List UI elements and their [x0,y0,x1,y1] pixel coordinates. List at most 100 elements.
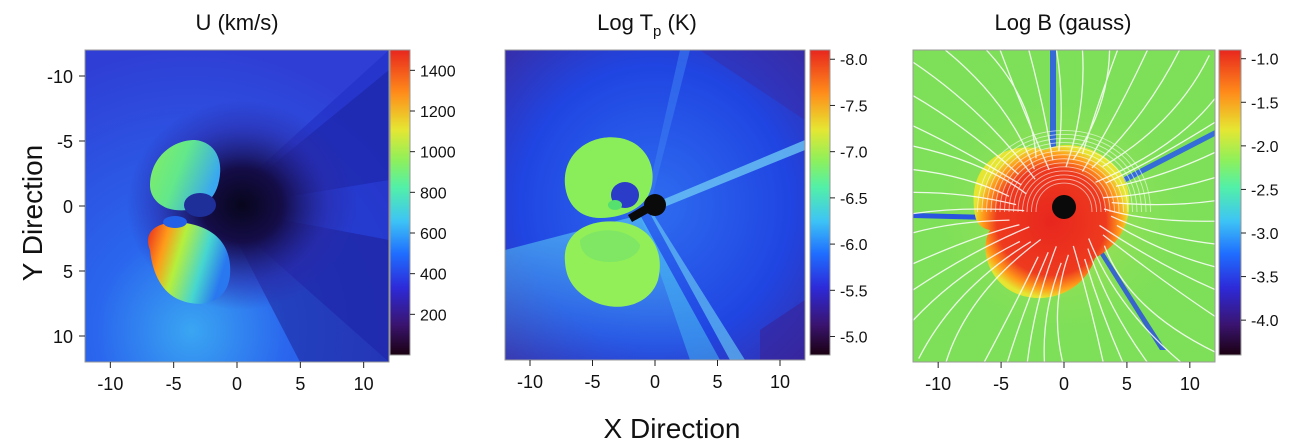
velocity-colorbar [389,49,411,356]
field-line [977,129,1151,213]
magnetic-colorbar-ticks: -1.0 -1.5 -2.0 -2.5 -3.0 -3.5 -4.0 [1241,52,1279,330]
field-line [945,238,1042,362]
colorbar-tick-label: 800 [420,185,447,202]
field-line [913,94,1019,175]
velocity-x-ticks: -10 -5 0 5 10 [97,362,374,394]
field-line [1099,224,1215,291]
colorbar-tick-label: 400 [420,267,447,284]
colorbar-tick-label: -1.5 [1251,95,1279,112]
field-line [913,224,1020,265]
field-line [918,241,1032,359]
x-tick-label: -5 [584,372,600,392]
x-axis-label: X Direction [604,413,741,444]
field-line [1081,50,1149,172]
colorbar-tick-label: -3.0 [1251,226,1279,243]
magnetic-colorbar [1218,49,1242,356]
field-line [983,256,1039,362]
field-line [986,138,1142,213]
x-tick-label: -5 [166,374,182,394]
temperature-x-ticks: -10 -5 0 5 10 [517,360,790,392]
colorbar-tick-label: -6.5 [840,191,868,208]
field-line [1103,245,1215,353]
magnetic-x-ticks: -10 -5 0 5 10 [925,362,1200,394]
temperature-heatmap [505,50,805,360]
x-tick-label: 5 [1122,374,1132,394]
velocity-y-ticks: -10 -5 0 5 10 [47,67,85,347]
occulter-disk [1052,195,1076,219]
field-line [999,150,1129,213]
field-line [1055,50,1062,152]
field-line [913,61,1036,180]
colorbar-tick-label: -4.0 [1251,313,1279,330]
field-line [1008,158,1120,213]
field-line [1084,258,1124,362]
field-line [1103,208,1215,222]
field-line [1031,178,1097,213]
field-line [1116,224,1215,268]
colorbar-tick-label: -3.5 [1251,270,1279,287]
colorbar-tick-label: -5.0 [840,330,868,347]
x-tick-label: -10 [517,372,543,392]
colorbar-tick-label: 200 [420,307,447,324]
panel-magnetic-field: Log B (gauss) -10 -5 0 5 10 -1.0 -1.5 -2.0 -2.5… [912,10,1279,394]
field-line [913,125,1022,186]
x-tick-label: 10 [770,372,790,392]
field-line [1091,50,1181,169]
field-line [1072,245,1104,362]
field-line [913,191,1017,206]
x-tick-label: 0 [650,372,660,392]
field-line [1105,121,1215,184]
panel-temperature-title: Log Tp (K) [597,10,697,40]
y-tick-label: 5 [63,262,73,282]
field-line [1043,262,1062,362]
field-line [1102,234,1215,318]
field-line [944,50,1036,170]
field-line [1088,238,1182,362]
temperature-colorbar-ticks: -8.0 -7.5 -7.0 -6.5 -6.0 -5.5 -5.0 [830,52,868,347]
colorbar-tick-label: 1400 [420,63,456,80]
field-line [1026,246,1057,362]
temperature-colorbar [809,49,831,356]
field-line [1095,97,1215,183]
magnetic-heatmap [913,50,1215,362]
field-line [995,146,1133,213]
colorbar-tick-label: 1000 [420,145,456,162]
x-tick-label: 0 [1059,374,1069,394]
field-lines [913,50,1215,362]
field-line [981,134,1147,213]
colorbar-tick-label: -6.0 [840,237,868,254]
field-line [1110,215,1215,245]
panel-magnetic-field-title: Log B (gauss) [995,10,1132,35]
field-line [913,219,1010,234]
colorbar-tick-label: 600 [420,226,447,243]
subscript-p: p [653,23,661,40]
velocity-colorbar-ticks: 200 400 600 800 1000 1200 1400 [410,63,456,324]
colorbar-tick-label: -7.0 [840,145,868,162]
y-tick-label: -10 [47,67,73,87]
field-line [1026,174,1102,213]
field-line [913,240,1021,322]
field-line [913,226,1030,291]
y-tick-label: 0 [63,197,73,217]
field-line [913,208,1025,215]
panel-velocity: U (km/s) -10 -5 0 5 10 -10 -5 0 5 10 200 400 600 80… [47,10,456,394]
colorbar-tick-label: -8.0 [840,52,868,69]
x-tick-label: 5 [295,374,305,394]
colorbar-tick-label: -2.5 [1251,182,1279,199]
y-axis-label: Y Direction [17,145,48,281]
field-line [1013,162,1115,213]
colorbar-tick-label: 1200 [420,104,456,121]
field-line [1102,176,1215,199]
field-line [1056,254,1070,362]
field-line [1102,55,1210,168]
field-line [1006,252,1049,362]
velocity-heatmap [85,50,389,362]
occulter-disk [644,194,666,216]
field-line [1004,154,1124,213]
x-tick-label: 0 [232,374,242,394]
x-tick-label: -10 [97,374,123,394]
field-line [990,142,1138,213]
colorbar-tick-label: -1.0 [1251,52,1279,69]
panel-temperature: Log Tp (K) -10 -5 0 5 10 [504,10,868,392]
